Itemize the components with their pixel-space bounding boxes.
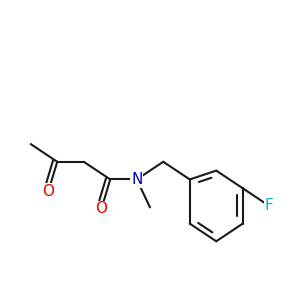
Text: O: O xyxy=(95,201,107,216)
Text: N: N xyxy=(131,172,142,187)
Text: O: O xyxy=(42,184,54,199)
Text: F: F xyxy=(265,198,274,213)
